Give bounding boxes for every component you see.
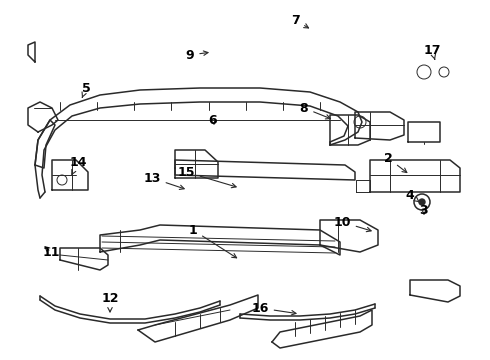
Text: 16: 16 [251, 302, 296, 315]
Text: 8: 8 [300, 102, 330, 119]
Text: 1: 1 [189, 224, 237, 258]
Text: 3: 3 [420, 203, 428, 216]
Text: 15: 15 [177, 166, 236, 188]
Text: 6: 6 [209, 113, 217, 126]
Text: 11: 11 [42, 246, 60, 258]
Circle shape [419, 199, 425, 205]
Text: 10: 10 [333, 216, 371, 232]
Text: 4: 4 [406, 189, 419, 202]
Text: 2: 2 [384, 152, 407, 172]
Text: 12: 12 [101, 292, 119, 312]
Text: 17: 17 [423, 44, 441, 59]
Text: 5: 5 [82, 81, 90, 98]
Text: 7: 7 [291, 14, 309, 28]
Text: 14: 14 [69, 156, 87, 175]
Text: 13: 13 [143, 171, 184, 189]
Text: 9: 9 [186, 49, 208, 62]
